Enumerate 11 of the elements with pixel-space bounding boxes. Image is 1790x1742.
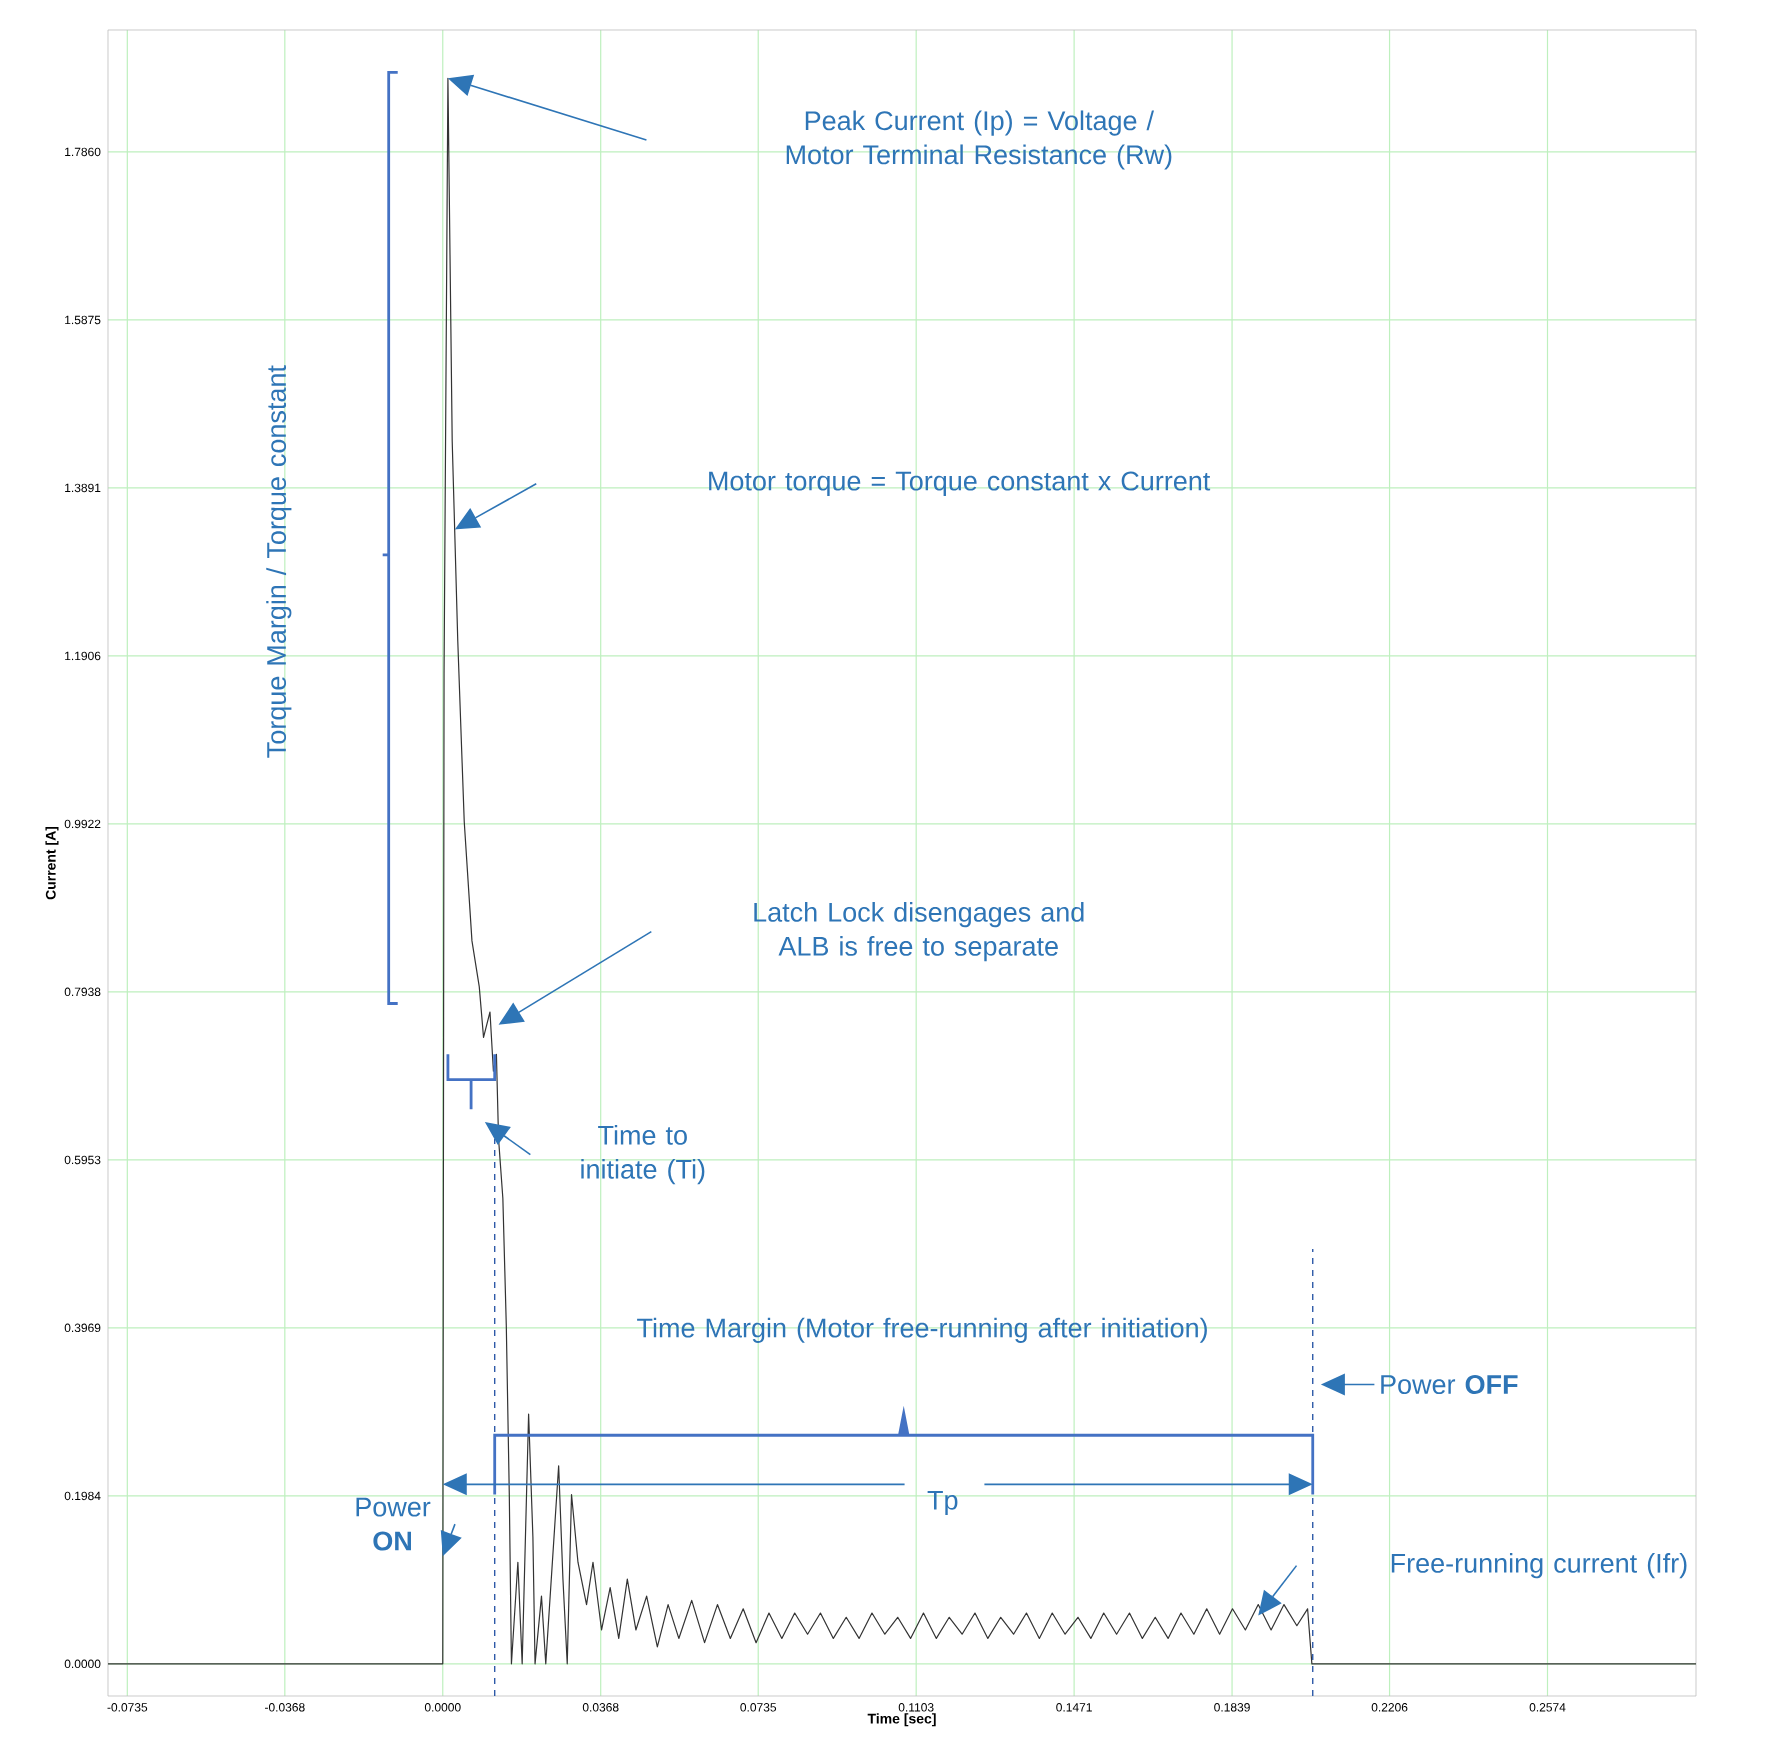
annotation: Torque Margin / Torque constant <box>266 365 292 758</box>
annotation: Tp <box>927 1490 958 1516</box>
line-series <box>107 77 1697 1665</box>
annotation: Free-running current (Ifr) <box>1391 1553 1687 1579</box>
annotation: Time Margin (Motor free-running after initiation) <box>637 1317 1207 1343</box>
annotation: Power OFF <box>1381 1374 1518 1395</box>
annotation: Power ON <box>356 1497 431 1551</box>
annotation: Latch Lock disengages and ALB is free to separate <box>754 901 1084 962</box>
annotation: Time to initiate (Ti) <box>581 1125 705 1185</box>
annotation: Peak Current (Ip) = Voltage / Motor Terminal Resistance (Rw) <box>786 110 1172 170</box>
annotation: Motor torque = Torque constant x Current <box>709 471 1211 496</box>
